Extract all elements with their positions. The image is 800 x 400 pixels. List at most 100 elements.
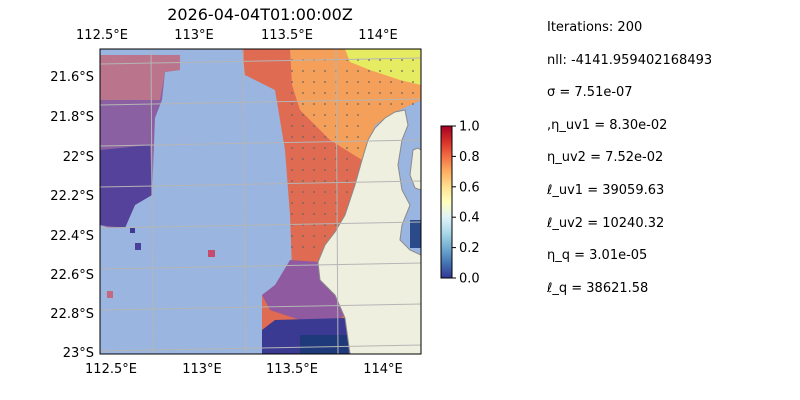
- velocity-arrow: [324, 180, 326, 182]
- velocity-arrow: [357, 92, 359, 94]
- velocity-arrow: [302, 246, 304, 248]
- colorbar-tick-label: 0.4: [459, 211, 480, 226]
- velocity-arrow: [313, 224, 315, 226]
- velocity-arrow: [291, 70, 293, 72]
- velocity-arrow: [335, 224, 337, 226]
- velocity-arrow: [313, 202, 315, 204]
- velocity-arrow: [302, 169, 304, 171]
- heatmap-cell: [107, 291, 113, 298]
- param-ell-q: ℓ_q = 38621.58: [547, 280, 649, 296]
- heatmap-patch-south-mid: [262, 260, 345, 325]
- velocity-arrow: [346, 114, 348, 116]
- velocity-arrow: [313, 158, 315, 160]
- velocity-arrow: [324, 114, 326, 116]
- lon-label-bottom: 112.5°E: [85, 362, 137, 377]
- velocity-arrow: [291, 191, 293, 193]
- colorbar-tick-label: 1.0: [459, 120, 480, 135]
- velocity-arrow: [379, 81, 381, 83]
- velocity-arrow: [324, 103, 326, 105]
- gridlines: [100, 49, 421, 354]
- velocity-arrow: [412, 59, 414, 61]
- velocity-arrow: [291, 202, 293, 204]
- velocity-arrow: [368, 103, 370, 105]
- velocity-arrow: [401, 70, 403, 72]
- velocity-arrow: [368, 92, 370, 94]
- lon-label-top: 113.5°E: [261, 28, 313, 43]
- velocity-arrow: [346, 70, 348, 72]
- velocity-arrow: [357, 147, 359, 149]
- velocity-arrow: [401, 59, 403, 61]
- lat-label: 22.6°S: [50, 268, 94, 283]
- velocity-arrow: [302, 202, 304, 204]
- colorbar-gradient: [440, 125, 453, 279]
- param-ell-uv2: ℓ_uv2 = 10240.32: [547, 215, 665, 231]
- velocity-arrow: [412, 81, 414, 83]
- velocity-arrow: [324, 169, 326, 171]
- heatmap-cell: [130, 228, 135, 233]
- velocity-arrow: [291, 235, 293, 237]
- velocity-arrow: [368, 59, 370, 61]
- velocity-arrow: [302, 92, 304, 94]
- velocity-arrow: [324, 158, 326, 160]
- velocity-arrow: [291, 180, 293, 182]
- velocity-arrow: [401, 92, 403, 94]
- velocity-arrow: [313, 213, 315, 215]
- velocity-arrow: [390, 70, 392, 72]
- velocity-arrow: [313, 81, 315, 83]
- velocity-arrow: [302, 136, 304, 138]
- velocity-arrow: [368, 70, 370, 72]
- velocity-arrow: [291, 158, 293, 160]
- velocity-arrow: [324, 70, 326, 72]
- velocity-arrow: [313, 246, 315, 248]
- velocity-arrow: [313, 169, 315, 171]
- colorbar-ticks: 0.0 0.2 0.4 0.6 0.8 1.0: [452, 120, 480, 287]
- heatmap-patch-southmost: [300, 335, 348, 354]
- lon-labels-top: 112.5°E 113°E 113.5°E 114°E: [76, 28, 398, 43]
- velocity-arrow: [335, 213, 337, 215]
- lat-label: 22.2°S: [50, 189, 94, 204]
- velocity-arrow: [346, 103, 348, 105]
- velocity-arrow: [291, 169, 293, 171]
- velocity-arrow: [324, 224, 326, 226]
- velocity-arrow: [302, 70, 304, 72]
- lon-labels-bottom: 112.5°E 113°E 113.5°E 114°E: [85, 362, 403, 377]
- param-eta-uv1: ,η_uv1 = 8.30e-02: [547, 117, 668, 133]
- velocity-arrow: [302, 158, 304, 160]
- velocity-arrow: [291, 136, 293, 138]
- velocity-arrow: [379, 103, 381, 105]
- param-sigma: σ = 7.51e-07: [547, 85, 633, 101]
- velocity-arrow: [390, 103, 392, 105]
- velocity-arrow: [346, 158, 348, 160]
- velocity-arrow: [324, 213, 326, 215]
- param-eta-q: η_q = 3.01e-05: [547, 248, 648, 264]
- parameter-panel: Iterations: 200 nll: -4141.959402168493 …: [547, 20, 797, 313]
- velocity-arrow: [302, 180, 304, 182]
- velocity-arrow: [412, 70, 414, 72]
- colorbar: 0.0 0.2 0.4 0.6 0.8 1.0: [440, 120, 480, 287]
- velocity-arrow: [302, 147, 304, 149]
- lon-label-top: 113°E: [174, 28, 214, 43]
- velocity-arrow: [324, 92, 326, 94]
- velocity-arrow: [390, 59, 392, 61]
- velocity-arrow: [313, 180, 315, 182]
- velocity-arrow: [401, 103, 403, 105]
- plot-title: 2026-04-04T01:00:00Z: [167, 5, 353, 24]
- velocity-arrow: [346, 136, 348, 138]
- velocity-arrow: [412, 103, 414, 105]
- velocity-arrow: [335, 202, 337, 204]
- heatmap-cell: [135, 243, 141, 250]
- velocity-arrow: [291, 114, 293, 116]
- lat-label: 22.4°S: [50, 229, 94, 244]
- velocity-arrow: [346, 147, 348, 149]
- lon-label-top: 114°E: [358, 28, 398, 43]
- velocity-arrow: [302, 213, 304, 215]
- velocity-arrow: [313, 136, 315, 138]
- velocity-arrow: [390, 81, 392, 83]
- velocity-arrow: [324, 191, 326, 193]
- colorbar-tick-label: 0.0: [459, 272, 480, 287]
- velocity-arrow: [346, 169, 348, 171]
- velocity-arrow: [346, 125, 348, 127]
- velocity-arrow: [302, 191, 304, 193]
- param-nll: nll: -4141.959402168493: [547, 52, 713, 68]
